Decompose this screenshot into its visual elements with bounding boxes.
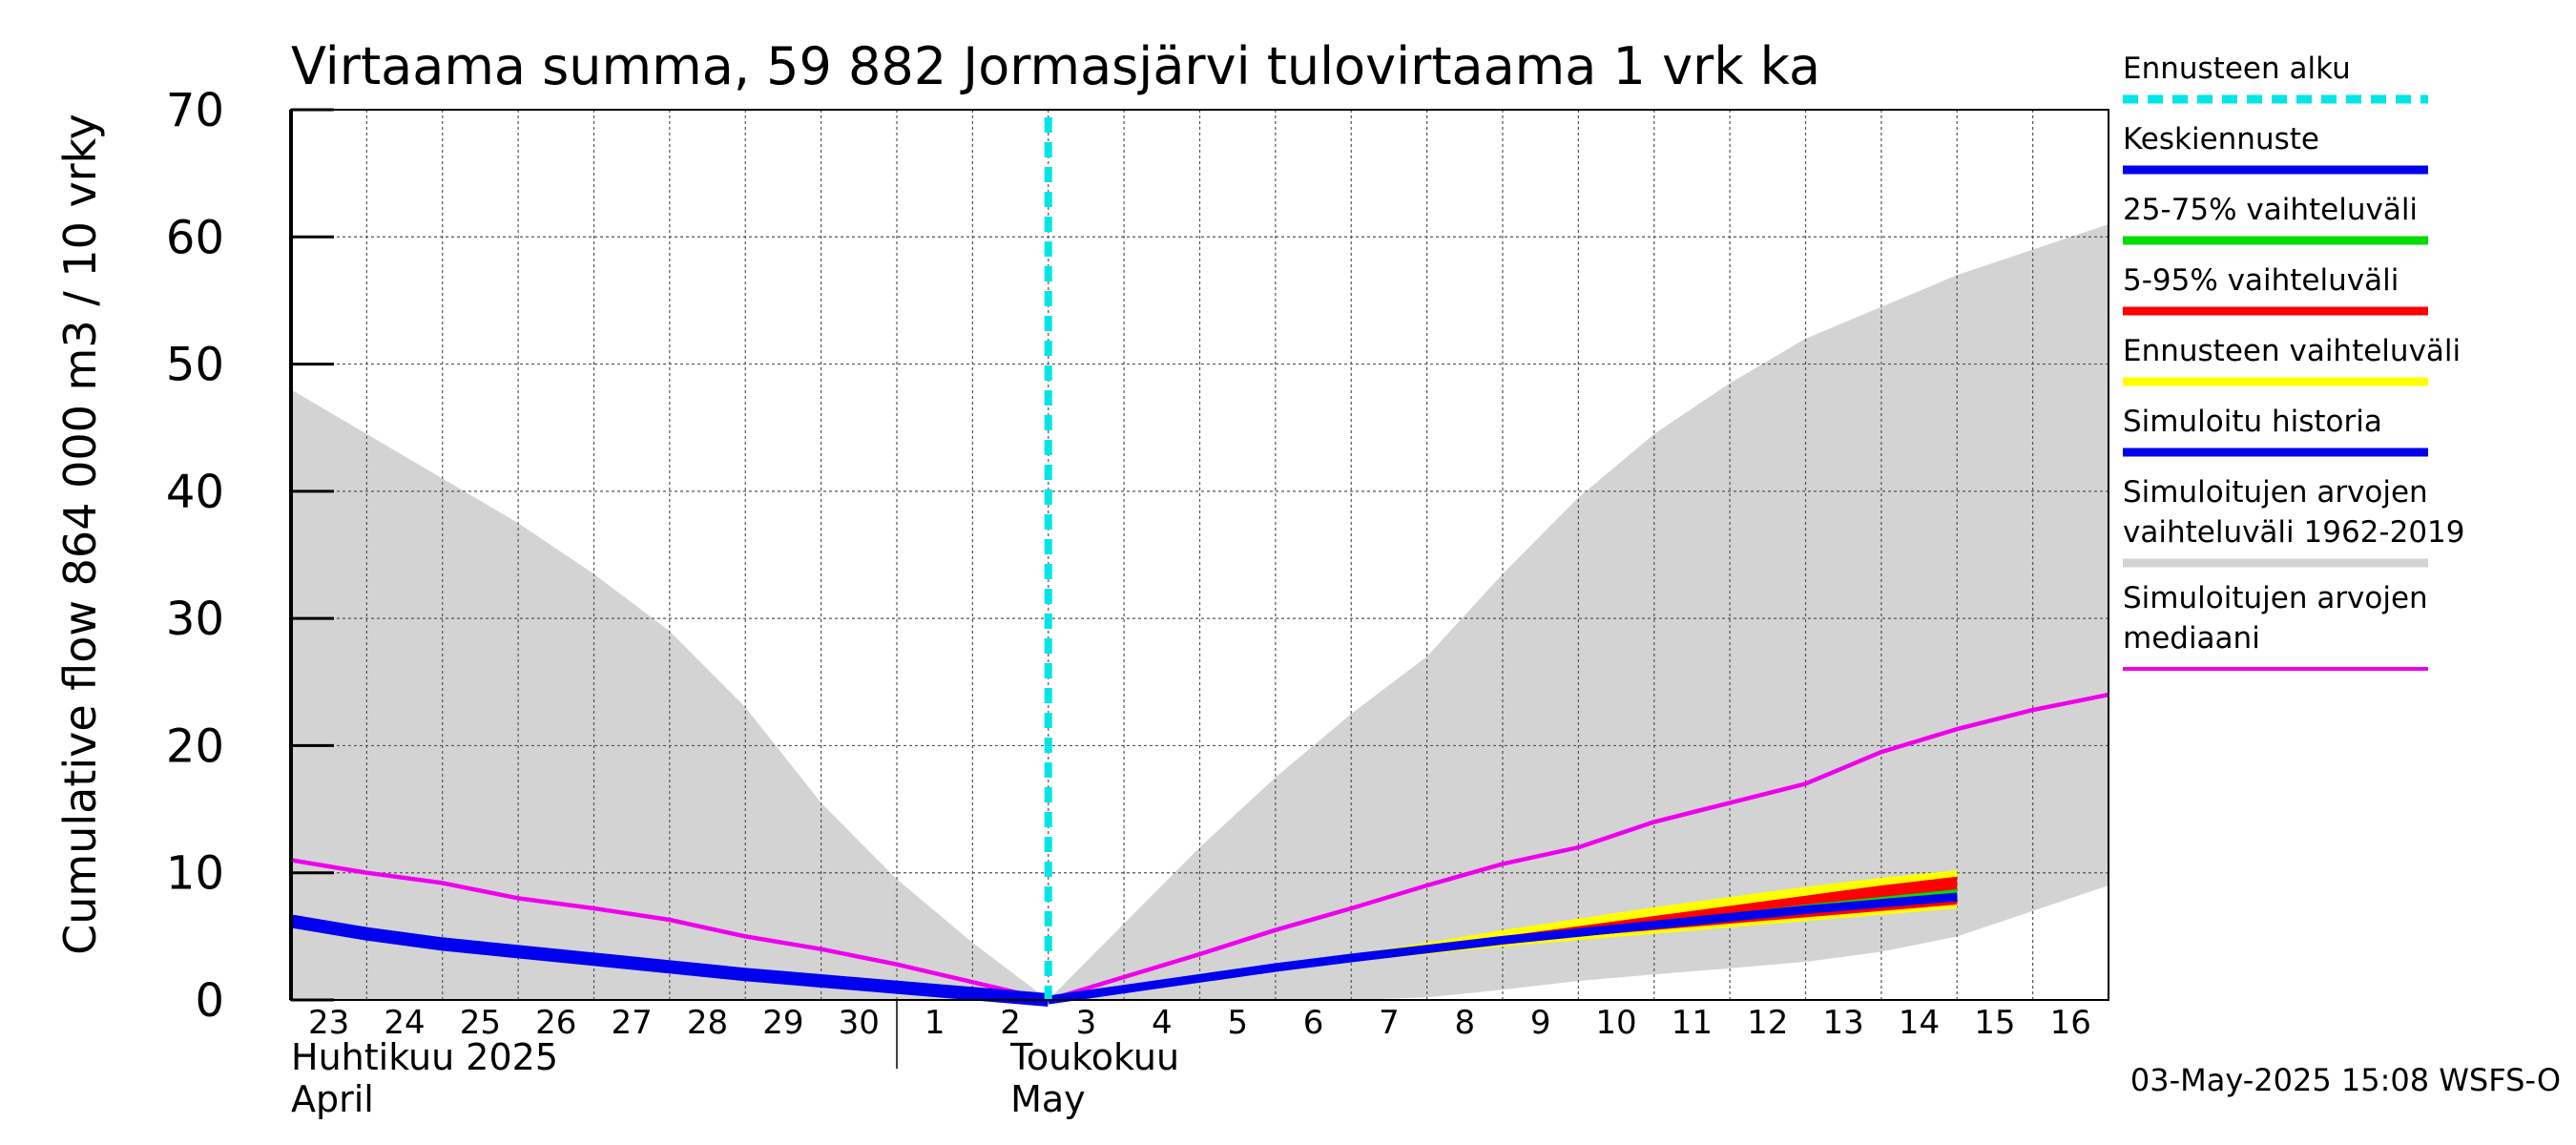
- legend-label: Simuloitu historia: [2123, 405, 2382, 439]
- x-tick-label: 14: [1899, 1004, 1940, 1042]
- mean-forecast-line: [1048, 892, 1958, 1005]
- x-tick-label: 27: [612, 1004, 653, 1042]
- x-tick-label: 7: [1379, 1004, 1400, 1042]
- x-tick-label: 13: [1823, 1004, 1864, 1042]
- month-label-en: May: [1010, 1078, 1086, 1120]
- x-tick-label: 24: [384, 1004, 425, 1042]
- chart-title: Virtaama summa, 59 882 Jormasjärvi tulov…: [291, 36, 1820, 96]
- y-tick-label: 30: [166, 593, 224, 646]
- legend-label: vaihteluväli 1962-2019: [2123, 515, 2464, 550]
- plot-area: [289, 110, 2109, 1007]
- x-tick-label: 4: [1152, 1004, 1173, 1042]
- y-tick-label: 10: [166, 847, 224, 901]
- legend-label: mediaani: [2123, 621, 2260, 656]
- x-tick-label: 8: [1454, 1004, 1475, 1042]
- month-label-en: April: [291, 1078, 374, 1120]
- x-tick-label: 10: [1595, 1004, 1636, 1042]
- x-tick-label: 1: [924, 1004, 945, 1042]
- x-tick-label: 26: [535, 1004, 576, 1042]
- y-axis-label: Cumulative flow 864 000 m3 / 10 vrky: [54, 114, 106, 955]
- y-tick-label: 70: [166, 84, 224, 137]
- x-tick-label: 9: [1530, 1004, 1551, 1042]
- month-label: Huhtikuu 2025: [291, 1036, 558, 1078]
- historical-range-band: [291, 224, 2109, 1000]
- y-tick-label: 40: [166, 466, 224, 519]
- x-tick-label: 11: [1672, 1004, 1713, 1042]
- y-tick-label: 20: [166, 719, 224, 773]
- month-label: Toukokuu: [1009, 1036, 1179, 1078]
- median-line: [290, 692, 2109, 1003]
- y-tick-label: 60: [166, 211, 224, 264]
- legend-label: Ennusteen alku: [2123, 52, 2351, 86]
- legend-label: Ennusteen vaihteluväli: [2123, 334, 2461, 368]
- x-tick-label: 23: [308, 1004, 349, 1042]
- x-tick-label: 25: [460, 1004, 501, 1042]
- x-tick-label: 5: [1227, 1004, 1248, 1042]
- x-tick-label: 29: [762, 1004, 803, 1042]
- x-tick-label: 6: [1303, 1004, 1324, 1042]
- x-tick-label: 30: [839, 1004, 880, 1042]
- y-tick-label: 50: [166, 339, 224, 392]
- legend-label: Simuloitujen arvojen: [2123, 475, 2428, 510]
- legend-label: Keskiennuste: [2123, 122, 2319, 156]
- x-tick-label: 16: [2050, 1004, 2091, 1042]
- legend: Ennusteen alku Keskiennuste 25-75% vaihtel…: [2123, 52, 2464, 671]
- y-tick-label: 0: [195, 974, 224, 1028]
- x-tick-label: 28: [687, 1004, 728, 1042]
- x-tick-label: 15: [1974, 1004, 2015, 1042]
- x-tick-label: 12: [1747, 1004, 1788, 1042]
- simulated-history-line: [289, 914, 1049, 1007]
- legend-label: Simuloitujen arvojen: [2123, 581, 2428, 615]
- legend-label: 5-95% vaihteluväli: [2123, 263, 2399, 298]
- x-tick-label: 3: [1076, 1004, 1097, 1042]
- legend-label: 25-75% vaihteluväli: [2123, 193, 2418, 227]
- x-tick-label: 2: [1000, 1004, 1021, 1042]
- timestamp: 03-May-2025 15:08 WSFS-O: [2130, 1062, 2561, 1098]
